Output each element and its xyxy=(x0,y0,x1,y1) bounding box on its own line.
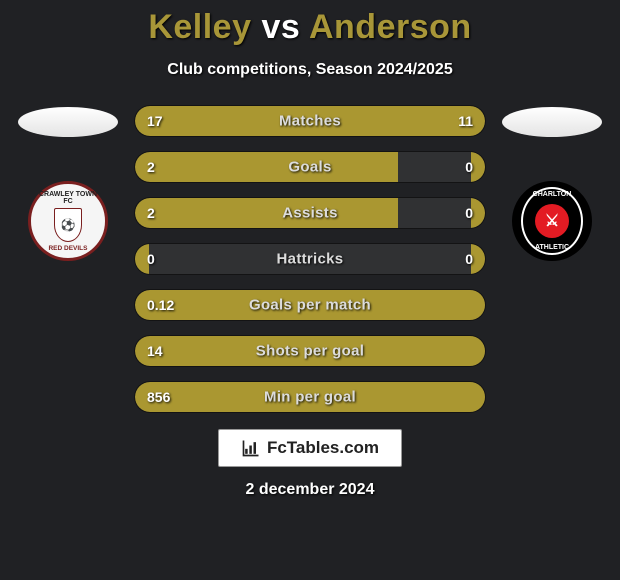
stat-value-left: 2 xyxy=(147,159,155,175)
chart-icon xyxy=(241,438,261,458)
right-side: CHARLTON ⚔ ATHLETIC xyxy=(492,105,612,261)
player2-photo-placeholder xyxy=(502,107,602,137)
team2-crest-bottom: ATHLETIC xyxy=(523,244,581,251)
stat-label: Assists xyxy=(282,205,337,222)
footer-date: 2 december 2024 xyxy=(246,481,375,499)
team1-crest-bottom: RED DEVILS xyxy=(48,245,87,252)
team1-crest-shield-icon: ⚽ xyxy=(54,208,82,242)
stat-label: Goals xyxy=(288,159,331,176)
stat-value-left: 17 xyxy=(147,113,163,129)
team1-crest: CRAWLEY TOWN FC ⚽ RED DEVILS xyxy=(28,181,108,261)
team2-crest-top: CHARLTON xyxy=(523,191,581,198)
team2-crest-sword-icon: ⚔ xyxy=(535,204,569,238)
page-title: Kelley vs Anderson xyxy=(148,8,471,47)
left-side: CRAWLEY TOWN FC ⚽ RED DEVILS xyxy=(8,105,128,261)
subtitle: Club competitions, Season 2024/2025 xyxy=(167,61,452,79)
brand-badge: FcTables.com xyxy=(218,429,402,467)
stat-value-left: 14 xyxy=(147,343,163,359)
footer: FcTables.com 2 december 2024 xyxy=(218,429,402,499)
brand-text: FcTables.com xyxy=(267,438,379,458)
stat-label: Hattricks xyxy=(277,251,344,268)
stat-row: 17 11 Matches xyxy=(134,105,486,137)
team1-crest-top: CRAWLEY TOWN FC xyxy=(37,191,99,205)
stat-fill-left xyxy=(135,198,398,228)
team2-crest: CHARLTON ⚔ ATHLETIC xyxy=(512,181,592,261)
stat-row: 0 0 Hattricks xyxy=(134,243,486,275)
stat-row: 856 Min per goal xyxy=(134,381,486,413)
stat-value-left: 0 xyxy=(147,251,155,267)
player1-name: Kelley xyxy=(148,8,251,46)
stat-label: Goals per match xyxy=(249,297,371,314)
stat-bars: 17 11 Matches 2 0 Goals 2 0 Assists 0 0 Hattricks 0.… xyxy=(128,105,492,413)
stat-value-right: 11 xyxy=(458,113,473,129)
vs-text: vs xyxy=(261,8,300,46)
stat-value-right: 0 xyxy=(465,251,473,267)
player1-photo-placeholder xyxy=(18,107,118,137)
stat-row: 0.12 Goals per match xyxy=(134,289,486,321)
stat-value-right: 0 xyxy=(465,159,473,175)
stat-fill-left xyxy=(135,152,398,182)
stat-row: 2 0 Goals xyxy=(134,151,486,183)
stat-value-right: 0 xyxy=(465,205,473,221)
stat-label: Matches xyxy=(279,113,341,130)
stat-row: 14 Shots per goal xyxy=(134,335,486,367)
player2-name: Anderson xyxy=(309,8,472,46)
stat-label: Shots per goal xyxy=(256,343,364,360)
stat-label: Min per goal xyxy=(264,389,356,406)
stat-row: 2 0 Assists xyxy=(134,197,486,229)
stat-value-left: 856 xyxy=(147,389,170,405)
comparison-main: CRAWLEY TOWN FC ⚽ RED DEVILS 17 11 Matches… xyxy=(0,105,620,413)
stat-value-left: 2 xyxy=(147,205,155,221)
stat-value-left: 0.12 xyxy=(147,297,174,313)
